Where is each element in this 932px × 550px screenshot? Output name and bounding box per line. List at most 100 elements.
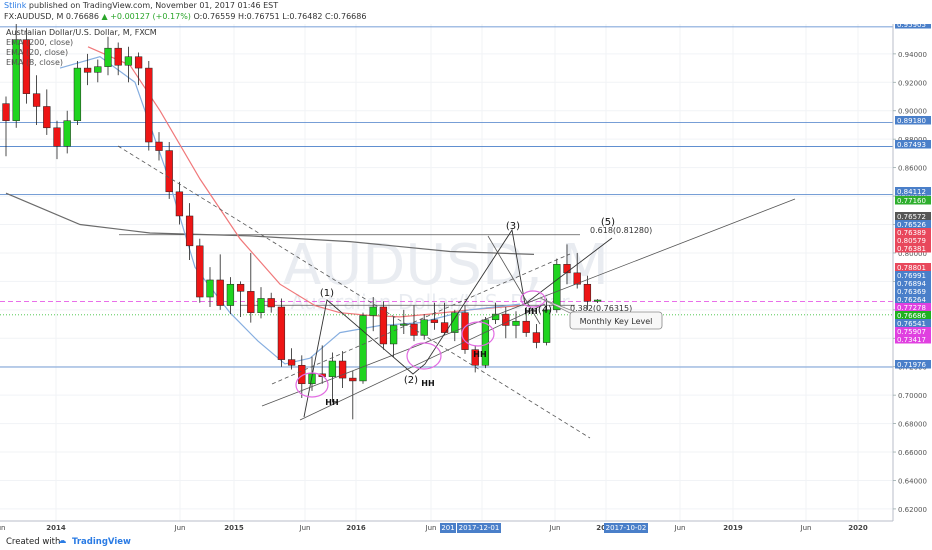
price-badge-label: 0.76526 xyxy=(897,221,926,229)
candle xyxy=(287,348,296,370)
candle-body xyxy=(226,283,235,306)
candle xyxy=(185,203,194,261)
candle xyxy=(257,287,265,319)
price-badge xyxy=(895,279,931,288)
price-badge xyxy=(895,263,931,272)
legend: Australian Dollar/U.S. Dollar, M, FXCM E… xyxy=(6,28,157,67)
candle-body xyxy=(145,67,153,143)
candle xyxy=(247,252,255,323)
price-badge xyxy=(895,212,931,221)
candle-body xyxy=(338,360,347,379)
price-badge xyxy=(895,327,931,336)
price-badge-label: 0.77160 xyxy=(897,197,926,205)
price-badge-label: 0.76264 xyxy=(897,296,926,304)
price-badge-label: 0.87493 xyxy=(897,141,926,149)
candle xyxy=(471,345,479,373)
candle-body xyxy=(114,47,122,66)
price-badge-label: 0.76541 xyxy=(897,320,926,328)
candle xyxy=(573,252,581,289)
candle xyxy=(175,181,184,225)
price-badge-label: 0.89180 xyxy=(897,117,926,125)
price-badge-label: 0.76991 xyxy=(897,272,926,280)
hh-label-2017c: HH xyxy=(524,307,537,316)
hh-circle-2015 xyxy=(295,372,329,398)
candle-body xyxy=(277,306,286,360)
candle xyxy=(216,254,224,310)
hh-label-2017a: HH xyxy=(421,379,434,388)
candle-body xyxy=(369,306,377,316)
candle xyxy=(542,298,551,346)
price-badge-label: 0.76381 xyxy=(897,245,926,253)
candle-body xyxy=(308,373,316,385)
price-tick-label: 0.86000 xyxy=(898,165,927,173)
price-tick-label: 0.66000 xyxy=(898,449,927,457)
time-axis[interactable]: 2014Jun2015Jun2016Jun2017Jun2018Jun2019J… xyxy=(0,520,893,535)
drawings: (1)(2)(3) (5)(4)HHHHHHHH0.618(0.81280)0.3… xyxy=(117,145,796,439)
date-badge-bg xyxy=(604,523,648,533)
candle-body xyxy=(553,264,561,311)
trendline-inner xyxy=(299,303,546,421)
price-badge xyxy=(895,220,931,229)
candle xyxy=(206,267,214,307)
candle-body xyxy=(196,245,204,298)
candle xyxy=(532,324,541,349)
time-tick-label: Jun xyxy=(0,524,5,532)
candle-body xyxy=(134,56,143,69)
candle-body xyxy=(420,319,428,336)
candle-body xyxy=(83,67,92,73)
time-tick-label: Jun xyxy=(674,524,686,532)
candle-body xyxy=(175,191,184,217)
ema200-line xyxy=(5,192,535,255)
price-tick-label: 0.68000 xyxy=(898,421,927,429)
price-axis[interactable]: 0.620000.640000.660000.680000.700000.720… xyxy=(892,24,932,535)
price-badge-label: 0.76686 xyxy=(897,312,926,320)
price-tick-label: 0.64000 xyxy=(898,477,927,485)
candle xyxy=(267,292,275,313)
time-tick-label: 2016 xyxy=(346,524,366,532)
price-change: ▲ +0.00127 (+0.17%) xyxy=(101,12,191,21)
candle-body xyxy=(379,306,388,345)
candle xyxy=(114,42,122,76)
ohlc-values: O:0.76559 H:0.76751 L:0.76482 C:0.76686 xyxy=(193,12,367,21)
candle-body xyxy=(451,312,459,333)
time-tick-label: Jun xyxy=(299,524,311,532)
candle-body xyxy=(104,47,112,67)
tradingview-logo[interactable]: TradingView xyxy=(72,537,131,547)
price-badge-label: 0.75907 xyxy=(897,328,926,336)
candle-body xyxy=(94,66,102,73)
candle xyxy=(338,351,347,389)
hh-circle-2017c xyxy=(520,290,546,308)
hh-circle-2017a xyxy=(406,342,442,370)
wave-5-label: (5) xyxy=(601,217,615,228)
ema8-line xyxy=(59,56,521,365)
wave-4-label: (4) xyxy=(538,305,552,316)
candle-body xyxy=(389,325,398,345)
price-badge xyxy=(895,311,931,320)
candle xyxy=(134,52,143,86)
candle xyxy=(236,281,245,317)
price-chart[interactable]: AUDUSD, M Australian Dollar/U.S. Dollar … xyxy=(0,24,932,535)
price-tick-label: 0.94000 xyxy=(898,51,927,59)
price-tick-label: 0.62000 xyxy=(898,506,927,514)
candle-body xyxy=(257,298,265,313)
symbol-line: FX:AUDUSD, M 0.76686 ▲ +0.00127 (+0.17%)… xyxy=(4,12,366,21)
candle-body xyxy=(124,56,133,66)
date-badge-bg xyxy=(457,523,501,533)
candle-body xyxy=(349,377,357,382)
price-badge-label: 0.80579 xyxy=(897,237,926,245)
grid xyxy=(0,24,893,521)
legend-ema8: EMA (8, close) xyxy=(6,58,63,67)
author-link[interactable]: Stlink xyxy=(4,1,27,10)
dashed-channel-upper xyxy=(117,145,591,439)
candle-body xyxy=(563,264,571,274)
price-badge-label: 0.73417 xyxy=(897,336,926,344)
candle xyxy=(73,60,82,125)
price-badge xyxy=(895,196,931,205)
time-tick-label: Jun xyxy=(425,524,437,532)
candle-body xyxy=(287,359,296,366)
candle-body xyxy=(440,322,449,333)
candle xyxy=(430,302,439,330)
footer: Created with ☁ TradingView xyxy=(0,535,932,550)
candle-body xyxy=(502,313,510,326)
candle-body xyxy=(236,283,245,292)
